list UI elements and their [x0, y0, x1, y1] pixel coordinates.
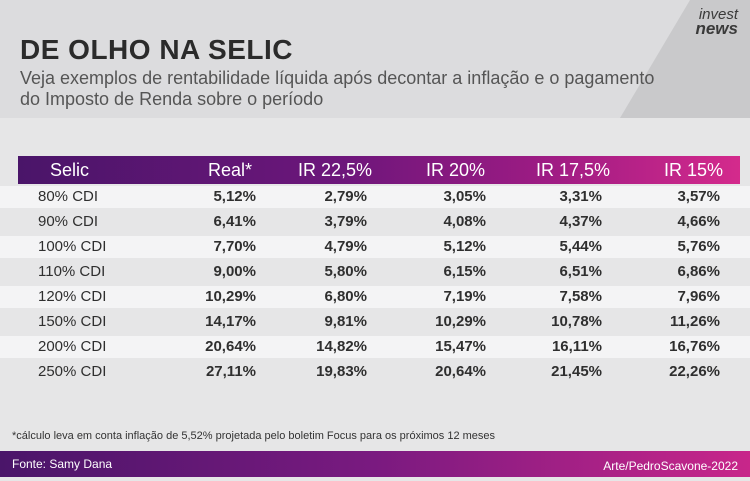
cell-ir-20: 3,05%	[443, 188, 486, 205]
cell-real: 20,64%	[205, 338, 256, 355]
cell-ir-15: 4,66%	[677, 213, 720, 230]
cell-ir-17-5: 10,78%	[551, 313, 602, 330]
table-header: Selic Real* IR 22,5% IR 20% IR 17,5% IR …	[18, 156, 740, 184]
cell-ir-15: 22,26%	[669, 363, 720, 380]
header-selic: Selic	[50, 160, 90, 180]
investnews-logo: invest news	[695, 6, 738, 38]
cell-ir-17-5: 16,11%	[551, 338, 602, 355]
table-row: 150% CDI 14,17% 9,81% 10,29% 10,78% 11,2…	[0, 311, 750, 333]
logo-line-1: invest	[698, 6, 738, 23]
table-row: 250% CDI 27,11% 19,83% 20,64% 21,45% 22,…	[0, 361, 750, 383]
cell-ir-15: 11,26%	[669, 313, 720, 330]
cell-real: 14,17%	[205, 313, 256, 330]
header-ir-17-5: IR 17,5%	[536, 160, 611, 180]
cell-ir-20: 6,15%	[443, 263, 486, 280]
cell-ir-22-5: 2,79%	[324, 188, 367, 205]
footnote: *cálculo leva em conta inflação de 5,52%…	[12, 430, 496, 442]
cell-real: 10,29%	[205, 288, 256, 305]
table-row: 110% CDI 9,00% 5,80% 6,15% 6,51% 6,86%	[0, 261, 750, 283]
cell-ir-15: 3,57%	[677, 188, 720, 205]
table-row: 120% CDI 10,29% 6,80% 7,19% 7,58% 7,96%	[0, 286, 750, 308]
table-row: 80% CDI 5,12% 2,79% 3,05% 3,31% 3,57%	[0, 186, 750, 208]
cell-ir-22-5: 6,80%	[324, 288, 367, 305]
header-ir-15: IR 15%	[664, 160, 724, 180]
cell-selic: 100% CDI	[38, 238, 107, 255]
cell-real: 7,70%	[213, 238, 256, 255]
cell-ir-22-5: 19,83%	[316, 363, 367, 380]
cell-ir-15: 6,86%	[677, 263, 720, 280]
cell-ir-17-5: 3,31%	[559, 188, 602, 205]
cell-selic: 200% CDI	[38, 338, 107, 355]
cell-ir-20: 5,12%	[443, 238, 486, 255]
source-label: Fonte: Samy Dana	[12, 457, 113, 471]
header-ir-20: IR 20%	[426, 160, 486, 180]
cell-ir-15: 5,76%	[677, 238, 720, 255]
logo-line-2: news	[695, 19, 738, 38]
cell-selic: 90% CDI	[38, 213, 99, 230]
cell-ir-20: 20,64%	[435, 363, 486, 380]
cell-selic: 250% CDI	[38, 363, 107, 380]
credit-label: Arte/PedroScavone-2022	[603, 459, 738, 473]
cell-ir-22-5: 5,80%	[324, 263, 367, 280]
cell-selic: 120% CDI	[38, 288, 107, 305]
cell-selic: 110% CDI	[38, 263, 106, 280]
cell-ir-20: 7,19%	[443, 288, 486, 305]
cell-ir-20: 10,29%	[435, 313, 486, 330]
cell-ir-17-5: 21,45%	[551, 363, 602, 380]
cell-real: 9,00%	[213, 263, 256, 280]
cell-ir-20: 4,08%	[443, 213, 486, 230]
cell-ir-15: 16,76%	[669, 338, 720, 355]
cell-ir-17-5: 5,44%	[559, 238, 602, 255]
cell-real: 5,12%	[213, 188, 256, 205]
cell-ir-22-5: 4,79%	[324, 238, 367, 255]
footer-bar: Fonte: Samy Dana Arte/PedroScavone-2022	[0, 451, 750, 477]
page-subtitle: Veja exemplos de rentabilidade líquida a…	[20, 68, 655, 109]
cell-ir-15: 7,96%	[677, 288, 720, 305]
page-title: DE OLHO NA SELIC	[20, 34, 293, 65]
cell-real: 6,41%	[213, 213, 256, 230]
header-ir-22-5: IR 22,5%	[298, 160, 373, 180]
cell-ir-22-5: 9,81%	[324, 313, 367, 330]
header-highlight	[0, 0, 690, 118]
cell-real: 27,11%	[205, 363, 256, 380]
cell-selic: 150% CDI	[38, 313, 107, 330]
cell-ir-22-5: 3,79%	[324, 213, 367, 230]
cell-selic: 80% CDI	[38, 188, 99, 205]
cell-ir-22-5: 14,82%	[316, 338, 367, 355]
table-row: 100% CDI 7,70% 4,79% 5,12% 5,44% 5,76%	[0, 236, 750, 258]
cell-ir-17-5: 7,58%	[559, 288, 602, 305]
table-row: 90% CDI 6,41% 3,79% 4,08% 4,37% 4,66%	[0, 211, 750, 233]
cell-ir-20: 15,47%	[435, 338, 486, 355]
table-row: 200% CDI 20,64% 14,82% 15,47% 16,11% 16,…	[0, 336, 750, 358]
cell-ir-17-5: 4,37%	[559, 213, 602, 230]
header-real: Real*	[208, 160, 253, 180]
cell-ir-17-5: 6,51%	[559, 263, 602, 280]
